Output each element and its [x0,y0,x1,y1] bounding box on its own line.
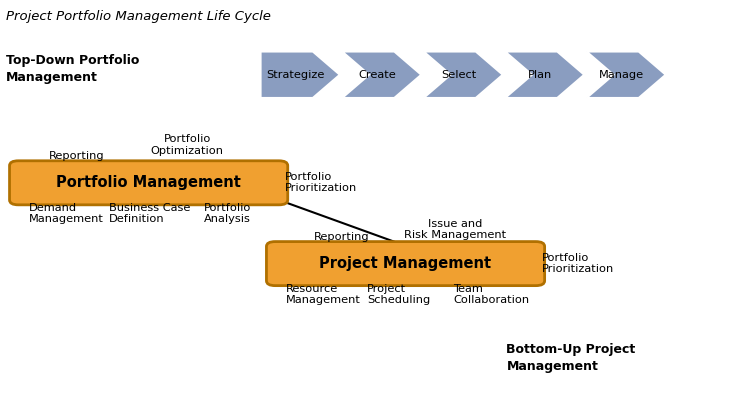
FancyBboxPatch shape [266,242,545,286]
Polygon shape [505,52,584,98]
Text: Business Case
Definition: Business Case Definition [109,203,190,224]
Text: Portfolio
Prioritization: Portfolio Prioritization [542,252,614,274]
Text: Create: Create [358,70,396,80]
Polygon shape [586,52,666,98]
Text: Issue and
Risk Management: Issue and Risk Management [404,219,506,240]
Text: Strategize: Strategize [266,70,324,80]
Text: Portfolio
Analysis: Portfolio Analysis [204,203,252,224]
Text: Select: Select [441,70,476,80]
Text: Demand
Management: Demand Management [29,203,104,224]
FancyBboxPatch shape [10,161,288,205]
Text: Reporting: Reporting [49,151,105,161]
Polygon shape [424,52,503,98]
Text: Portfolio
Prioritization: Portfolio Prioritization [285,172,357,194]
Text: Portfolio Management: Portfolio Management [57,175,241,190]
Text: Top-Down Portfolio
Management: Top-Down Portfolio Management [6,54,139,84]
Text: Portfolio
Optimization: Portfolio Optimization [150,134,224,156]
Polygon shape [261,52,340,98]
Text: Team
Collaboration: Team Collaboration [453,284,529,305]
Text: Project Management: Project Management [319,256,492,271]
Text: Project
Scheduling: Project Scheduling [367,284,430,305]
Text: Project Portfolio Management Life Cycle: Project Portfolio Management Life Cycle [6,10,271,23]
Polygon shape [342,52,421,98]
Text: Plan: Plan [528,70,552,80]
Text: Resource
Management: Resource Management [286,284,361,305]
Text: Reporting: Reporting [313,231,369,242]
Text: Bottom-Up Project
Management: Bottom-Up Project Management [506,343,636,372]
Text: Manage: Manage [599,70,644,80]
